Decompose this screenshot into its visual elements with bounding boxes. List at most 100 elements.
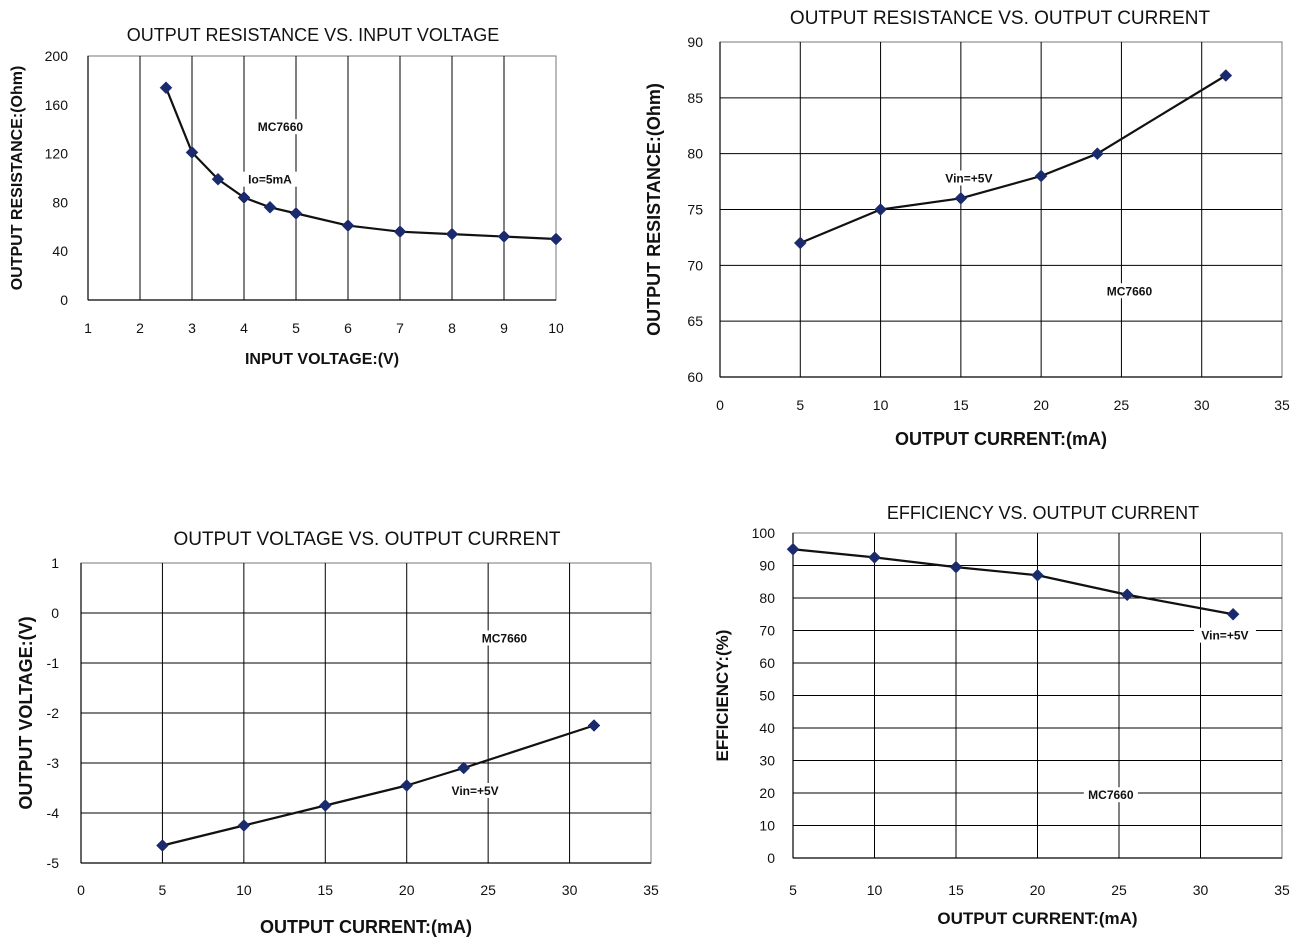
data-point (237, 819, 251, 832)
x-tick-label: 25 (480, 882, 496, 898)
y-tick-label: 40 (759, 720, 775, 736)
data-point (211, 172, 225, 186)
y-tick-label: 75 (687, 202, 703, 218)
plot-area (87, 55, 557, 301)
annotation-background (477, 630, 532, 646)
data-point (1226, 607, 1240, 621)
annotation-background (243, 171, 297, 187)
x-tick-label: 20 (1033, 397, 1049, 413)
x-tick-label: 10 (548, 320, 564, 336)
annotation-background (937, 170, 1000, 186)
chart-title: OUTPUT RESISTANCE VS. OUTPUT CURRENT (790, 8, 1211, 29)
annotation-background (444, 783, 507, 798)
data-point (341, 219, 355, 232)
data-point (1031, 568, 1044, 582)
y-tick-label: 0 (51, 605, 59, 621)
y-tick-label: 60 (687, 369, 703, 385)
annotation-label: MC7660 (1107, 284, 1153, 298)
x-tick-label: 10 (236, 882, 252, 898)
x-tick-label: 15 (317, 882, 333, 898)
annotation-label: Vin=+5V (1201, 629, 1248, 643)
x-tick-label: 25 (1114, 397, 1130, 413)
y-tick-label: 60 (759, 655, 775, 671)
x-tick-label: 30 (1194, 397, 1210, 413)
x-tick-label: 5 (789, 882, 797, 898)
x-tick-label: 7 (396, 320, 404, 336)
x-axis-title: OUTPUT CURRENT:(mA) (895, 429, 1107, 449)
x-axis-title: OUTPUT CURRENT:(mA) (260, 917, 472, 937)
data-point (263, 200, 277, 214)
x-axis-title: OUTPUT CURRENT:(mA) (937, 909, 1137, 928)
x-tick-label: 3 (188, 320, 196, 336)
data-point (954, 191, 968, 205)
x-tick-label: 5 (292, 320, 300, 336)
x-tick-label: 6 (344, 320, 352, 336)
chart-title: OUTPUT VOLTAGE VS. OUTPUT CURRENT (173, 529, 560, 550)
data-point (289, 207, 303, 220)
data-point (1219, 69, 1233, 82)
y-tick-label: 0 (60, 292, 68, 308)
data-point (587, 719, 601, 732)
data-point (949, 560, 963, 574)
y-tick-label: 20 (759, 785, 775, 801)
x-tick-label: 4 (240, 320, 248, 336)
x-tick-label: 35 (1274, 882, 1290, 898)
y-tick-label: 85 (687, 90, 703, 106)
data-point (185, 146, 199, 159)
data-point (1090, 147, 1104, 161)
y-tick-label: -2 (47, 705, 60, 721)
x-tick-label: 1 (84, 320, 92, 336)
data-point (400, 779, 414, 792)
x-tick-label: 0 (716, 397, 724, 413)
y-tick-label: 120 (45, 146, 69, 162)
annotation-background (1193, 627, 1256, 643)
y-tick-label: -1 (47, 655, 60, 671)
x-tick-label: 20 (399, 882, 415, 898)
y-tick-label: 30 (759, 753, 775, 769)
y-tick-label: -4 (47, 805, 60, 821)
data-point (156, 839, 169, 852)
y-tick-label: 65 (687, 313, 703, 329)
x-tick-label: 5 (796, 397, 804, 413)
x-tick-label: 30 (1193, 882, 1209, 898)
data-point (549, 232, 563, 246)
data-point (159, 81, 173, 95)
y-tick-label: 90 (687, 34, 703, 50)
x-tick-label: 10 (867, 882, 883, 898)
series-line (162, 724, 595, 847)
data-point (874, 203, 887, 216)
x-tick-label: 35 (643, 882, 659, 898)
data-point (237, 191, 251, 204)
x-tick-label: 15 (948, 882, 964, 898)
x-tick-label: 10 (873, 397, 889, 413)
y-tick-label: 50 (759, 688, 775, 704)
y-tick-label: -3 (47, 755, 60, 771)
chart-4: EFFICIENCY VS. OUTPUT CURRENT 5 10 15 20 25 30… (713, 503, 1290, 928)
x-tick-label: 0 (77, 882, 85, 898)
annotation-background (253, 119, 308, 135)
y-axis-title: OUTPUT VOLTAGE:(V) (16, 616, 36, 809)
y-tick-label: 90 (759, 558, 775, 574)
annotation-label: Io=5mA (248, 173, 292, 187)
x-tick-label: 30 (562, 882, 578, 898)
y-tick-label: 200 (45, 48, 69, 64)
chart-title: OUTPUT RESISTANCE VS. INPUT VOLTAGE (127, 25, 499, 45)
y-tick-label: 80 (52, 194, 68, 210)
annotation-label: Vin=+5V (452, 784, 499, 798)
annotation-background (1102, 283, 1157, 299)
data-point (457, 761, 471, 775)
x-tick-label: 25 (1111, 882, 1127, 898)
data-point (868, 551, 881, 564)
y-tick-label: 160 (45, 97, 69, 113)
y-tick-label: 10 (759, 818, 775, 834)
data-point (793, 236, 807, 250)
y-tick-label: 100 (752, 525, 776, 541)
series-line (799, 74, 1227, 245)
y-tick-label: -5 (47, 855, 60, 871)
x-axis-title: INPUT VOLTAGE:(V) (245, 351, 399, 368)
data-point (786, 542, 800, 556)
series-line (792, 548, 1234, 616)
x-tick-label: 15 (953, 397, 969, 413)
